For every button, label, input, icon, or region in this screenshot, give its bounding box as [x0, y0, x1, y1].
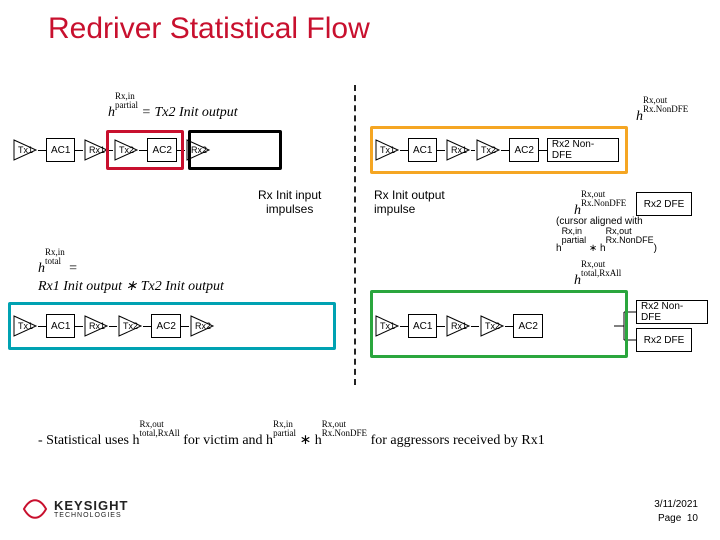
annotation-rx-init-output: Rx Init output impulse [374, 188, 445, 217]
footer: 3/11/2021 Page 10 [654, 498, 698, 526]
vertical-divider [354, 85, 356, 385]
svg-text:Rx1: Rx1 [89, 145, 105, 155]
equation-rx-in-partial: hRx,inpartial = Tx2 Init output [108, 92, 238, 121]
logo-text: KEYSIGHT [54, 499, 128, 512]
buffer-icon: Tx1 [12, 138, 38, 162]
equation-rx-out-nondfe-top: hRx,outRx.NonDFE [636, 96, 688, 125]
equation-rx-out-total: hRx,outtotal,RxAll [574, 260, 621, 289]
equation-rx-in-total: hRx,intotal =Rx1 Init output ∗ Tx2 Init … [38, 248, 224, 296]
footer-date: 3/11/2021 [654, 498, 698, 512]
group-black [188, 130, 282, 170]
logo-icon [22, 496, 48, 522]
keysight-logo: KEYSIGHT TECHNOLOGIES [22, 496, 128, 522]
cursor-alignment-note: (cursor aligned withhRx,inpartial ∗ hRx,… [556, 216, 657, 254]
statistical-bullet: - Statistical uses hRx,outtotal,RxAll fo… [38, 420, 545, 449]
block-rx2-nondfe-row3: Rx2 Non-DFE [636, 300, 708, 324]
annotation-rx-init-input: Rx Init input impulses [258, 188, 321, 217]
block-rx2-dfe-row3: Rx2 DFE [636, 328, 692, 352]
equation-rx-out-nondfe-mid: hRx,outRx.NonDFE [574, 190, 626, 219]
footer-page-label: Page [658, 513, 681, 524]
group-red [106, 130, 184, 170]
page-title: Redriver Statistical Flow [48, 12, 370, 46]
group-green [370, 290, 628, 358]
footer-page-num: 10 [687, 513, 698, 524]
block-ac1: AC1 [46, 138, 75, 162]
block-rx2-dfe-row2: Rx2 DFE [636, 192, 692, 216]
logo-subtext: TECHNOLOGIES [54, 512, 128, 519]
group-orange [370, 126, 628, 174]
svg-text:Tx1: Tx1 [18, 145, 33, 155]
group-teal [8, 302, 336, 350]
